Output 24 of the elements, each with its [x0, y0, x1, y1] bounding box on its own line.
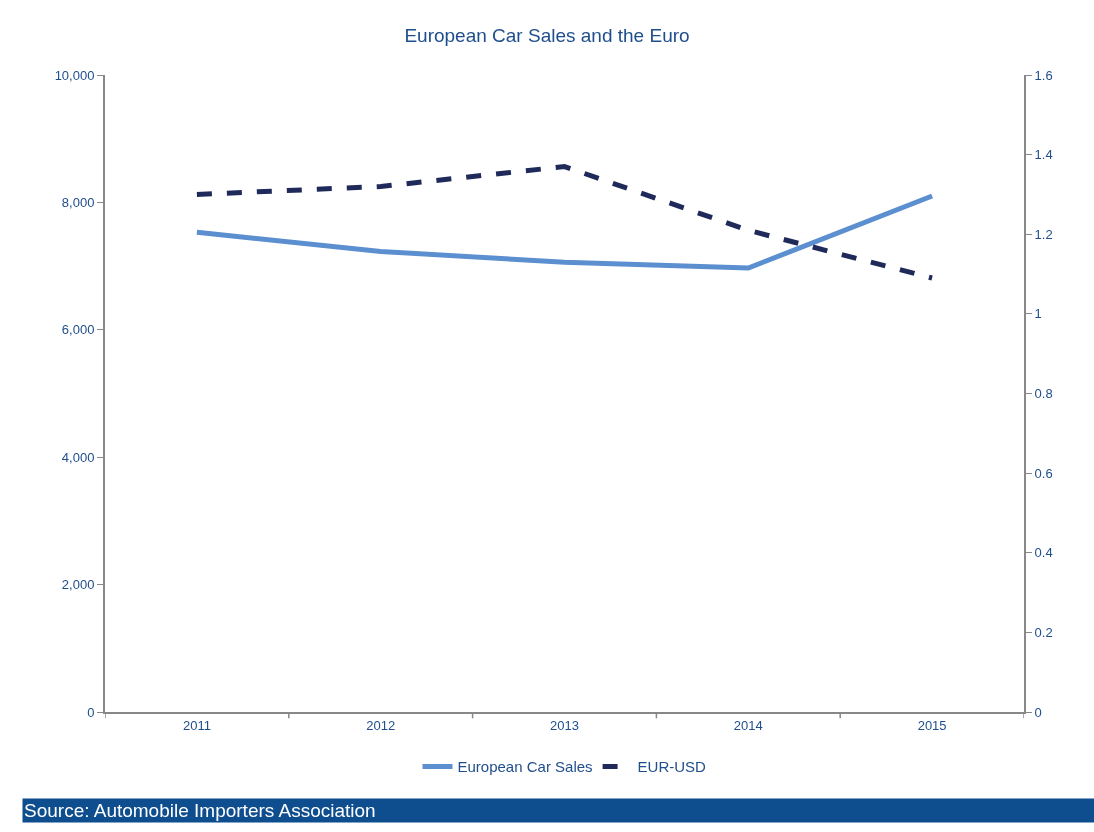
y2-tick-label: 0 — [1034, 704, 1042, 720]
y-tick-label: 6,000 — [61, 322, 95, 338]
y2-tick-label: 1 — [1034, 306, 1042, 322]
chart-title: European Car Sales and the Euro — [404, 25, 690, 47]
x-tick-label: 2012 — [366, 717, 396, 733]
x-tick-label: 2011 — [182, 717, 211, 733]
x-tick-label: 2013 — [550, 717, 579, 733]
y2-tick-label: 0.8 — [1034, 386, 1053, 402]
y-tick-label: 8,000 — [61, 194, 95, 210]
y2-tick-label: 0.4 — [1034, 545, 1053, 561]
legend-label: EUR-USD — [637, 758, 707, 776]
x-tick-label: 2015 — [917, 717, 947, 733]
x-tick-label: 2014 — [733, 717, 763, 733]
y-tick-label: 4,000 — [61, 449, 95, 465]
y2-tick-label: 0.6 — [1034, 465, 1053, 481]
source-note: Source: Automobile Importers Association — [24, 800, 376, 821]
y-tick-label: 0 — [87, 704, 95, 720]
y2-tick-label: 1.6 — [1034, 67, 1053, 83]
y-tick-label: 10,000 — [54, 67, 95, 83]
y2-tick-label: 0.2 — [1034, 624, 1053, 640]
y2-tick-label: 1.2 — [1034, 226, 1053, 242]
legend-label: European Car Sales — [457, 758, 593, 776]
y2-tick-label: 1.4 — [1034, 147, 1053, 163]
y-tick-label: 2,000 — [61, 577, 95, 593]
